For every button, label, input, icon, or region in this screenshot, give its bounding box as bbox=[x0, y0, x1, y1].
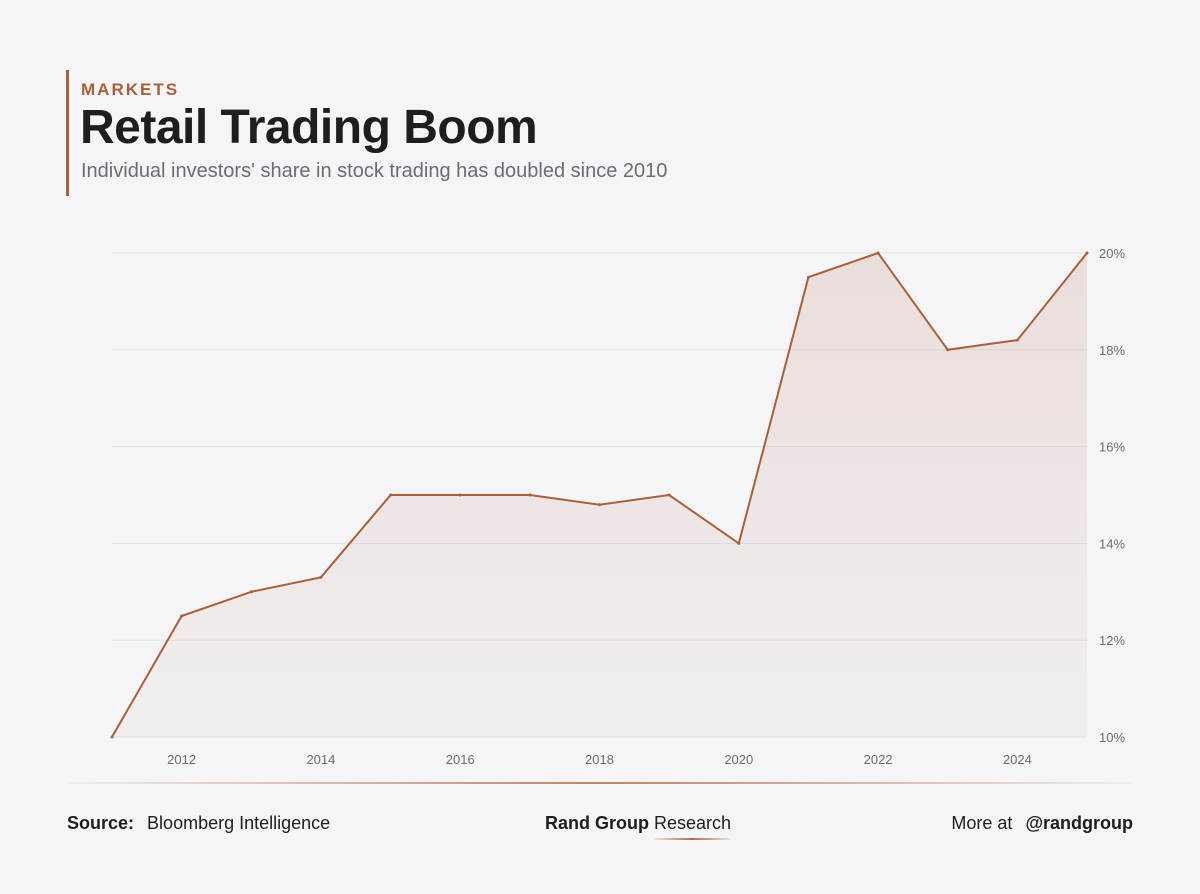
x-tick-label: 2016 bbox=[446, 752, 475, 767]
data-point bbox=[806, 275, 810, 279]
data-point bbox=[249, 590, 253, 594]
x-axis-ticks: 2012 2014 2016 2018 2020 2022 2024 bbox=[167, 752, 1032, 767]
source-label: Source: bbox=[67, 813, 135, 833]
chart-title: Retail Trading Boom bbox=[80, 101, 538, 154]
y-tick-label: 10% bbox=[1099, 730, 1125, 745]
data-point bbox=[946, 348, 950, 352]
data-point bbox=[528, 493, 532, 497]
data-point bbox=[389, 493, 393, 497]
data-point bbox=[667, 493, 671, 497]
y-tick-label: 20% bbox=[1099, 246, 1125, 261]
source-value: Bloomberg Intelligence bbox=[147, 813, 331, 833]
data-point bbox=[598, 503, 601, 507]
data-point bbox=[110, 735, 114, 739]
x-tick-label: 2022 bbox=[864, 752, 893, 767]
header-accent-bar bbox=[66, 70, 69, 196]
y-tick-label: 14% bbox=[1099, 536, 1125, 551]
brand-logo: Rand Group Research bbox=[545, 813, 732, 840]
data-point bbox=[180, 614, 184, 618]
x-tick-label: 2020 bbox=[724, 752, 753, 767]
x-tick-label: 2014 bbox=[306, 752, 335, 767]
social-credit: More at @randgroup bbox=[951, 813, 1133, 834]
brand-suffix: Research bbox=[654, 813, 732, 833]
footer-divider bbox=[67, 782, 1133, 784]
data-point bbox=[458, 493, 462, 497]
social-handle[interactable]: @randgroup bbox=[1025, 813, 1133, 833]
data-point bbox=[737, 541, 741, 545]
data-point bbox=[1085, 251, 1089, 255]
data-point bbox=[1015, 338, 1019, 342]
source-credit: Source: Bloomberg Intelligence bbox=[67, 813, 330, 834]
data-point bbox=[876, 251, 880, 255]
x-tick-label: 2012 bbox=[167, 752, 196, 767]
data-points bbox=[110, 251, 1089, 739]
more-label: More at bbox=[951, 813, 1013, 833]
y-axis-ticks: 10% 12% 14% 16% 18% 20% bbox=[1099, 246, 1125, 745]
x-tick-label: 2024 bbox=[1003, 752, 1032, 767]
section-kicker: MARKETS bbox=[81, 80, 180, 99]
x-tick-label: 2018 bbox=[585, 752, 614, 767]
y-tick-label: 18% bbox=[1099, 343, 1125, 358]
brand-name: Rand Group bbox=[545, 813, 649, 833]
y-tick-label: 16% bbox=[1099, 440, 1125, 455]
area-fill bbox=[112, 253, 1087, 737]
chart-subtitle: Individual investors' share in stock tra… bbox=[81, 160, 668, 182]
data-point bbox=[319, 575, 323, 579]
y-tick-label: 12% bbox=[1099, 633, 1125, 648]
brand-underline bbox=[654, 838, 732, 840]
